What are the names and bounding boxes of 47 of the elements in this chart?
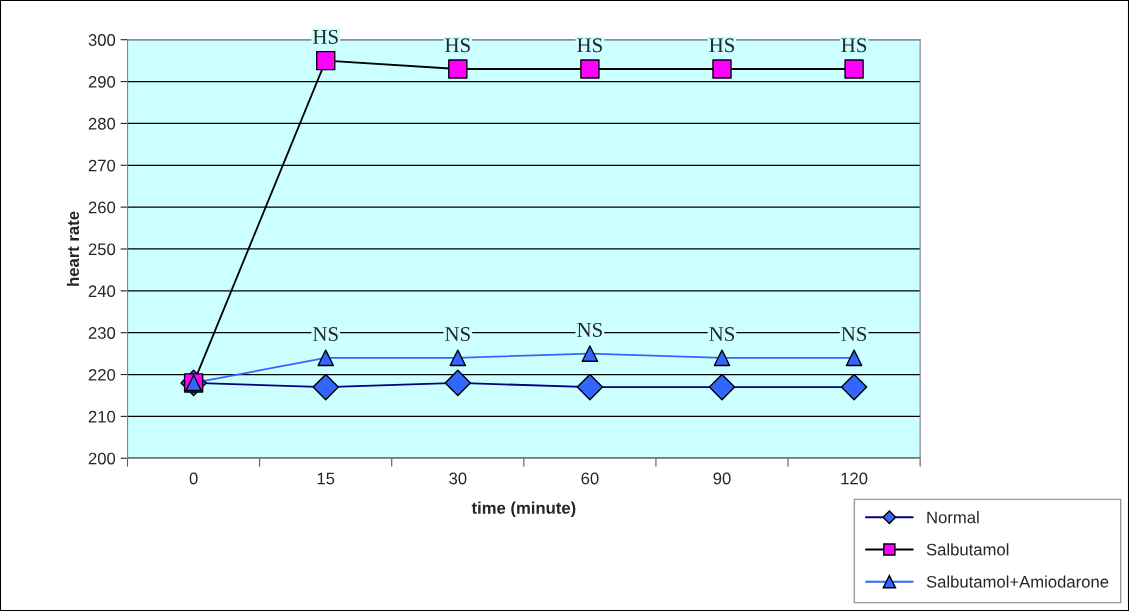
legend-label: Salbutamol+Amiodarone <box>926 575 1109 588</box>
x-tick-label: 120 <box>841 472 868 485</box>
annotation: HS <box>709 38 735 53</box>
annotation: HS <box>313 29 338 44</box>
x-axis-title: time (minute) <box>471 501 576 518</box>
point <box>312 373 339 401</box>
annotation: NS <box>313 327 338 342</box>
point <box>713 349 731 367</box>
point <box>580 59 600 79</box>
point <box>448 59 468 79</box>
y-tick-label: 240 <box>88 285 116 298</box>
annotation: NS <box>445 327 470 342</box>
point <box>840 373 868 401</box>
point <box>712 59 732 79</box>
annotation: HS <box>577 38 602 53</box>
y-tick-label: 200 <box>88 452 116 465</box>
legend-label: Normal <box>927 511 979 524</box>
point <box>449 349 467 367</box>
annotation: NS <box>577 322 602 337</box>
y-tick-label: 250 <box>88 243 116 256</box>
point <box>581 345 599 362</box>
x-tick-label: 30 <box>449 472 467 485</box>
y-tick-label: 270 <box>88 159 116 172</box>
x-tick-label: 0 <box>189 472 198 485</box>
annotation: NS <box>841 327 867 342</box>
point <box>576 373 604 401</box>
y-tick-label: 260 <box>88 201 116 214</box>
annotation: HS <box>841 38 867 53</box>
point <box>708 373 736 401</box>
annotation: HS <box>445 38 470 53</box>
x-tick-label: 90 <box>713 472 731 485</box>
y-tick-label: 300 <box>88 34 116 46</box>
y-tick-label: 220 <box>88 368 116 381</box>
y-tick-label: 230 <box>88 327 116 339</box>
y-tick-label: 210 <box>88 410 116 423</box>
y-tick-label: 280 <box>88 117 116 130</box>
x-tick-label: 60 <box>581 472 599 485</box>
y-axis-title: heart rate <box>66 211 80 286</box>
x-tick-label: 15 <box>317 472 335 485</box>
y-tick-label: 290 <box>88 75 116 88</box>
annotation: NS <box>709 327 735 342</box>
point <box>844 59 864 79</box>
point <box>315 50 336 71</box>
point <box>845 349 863 367</box>
point <box>317 349 335 367</box>
legend-label: Salbutamol <box>926 543 1009 556</box>
point <box>444 369 472 397</box>
